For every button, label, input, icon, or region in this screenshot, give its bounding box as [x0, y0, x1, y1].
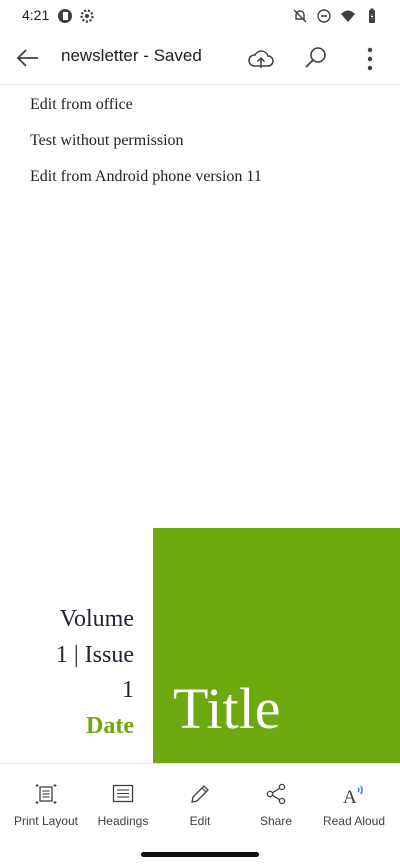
title-banner: Title [153, 528, 400, 763]
volume-label: Volume [59, 606, 134, 632]
notifications-off-icon [293, 9, 307, 23]
document-title: newsletter - Saved [61, 46, 202, 65]
read-aloud-button[interactable]: A Read Aloud [314, 764, 394, 842]
share-icon [266, 783, 286, 805]
date-label: Date [86, 713, 134, 739]
more-options-icon[interactable] [358, 44, 382, 74]
document-text-line: Edit from office [30, 96, 133, 113]
share-button[interactable]: Share [236, 764, 316, 842]
app-notification-icon [58, 9, 72, 23]
wifi-icon [341, 10, 355, 22]
read-aloud-icon: A [343, 785, 363, 806]
back-arrow-icon[interactable] [12, 42, 44, 74]
battery-icon [369, 8, 375, 23]
app-bar: newsletter - Saved [0, 32, 400, 85]
status-bar: 4:21 [0, 0, 400, 32]
svg-text:A: A [343, 787, 357, 806]
edit-button[interactable]: Edit [160, 764, 240, 842]
document-text-line: Edit from Android phone version 11 [30, 168, 262, 185]
headings-button[interactable]: Headings [83, 764, 163, 842]
headings-label: Headings [97, 814, 149, 828]
document-canvas[interactable]: Edit from office Test without permission… [0, 85, 400, 763]
search-icon[interactable] [302, 44, 330, 72]
share-label: Share [259, 814, 293, 828]
print-layout-icon [35, 784, 57, 804]
settings-gear-icon [80, 9, 94, 23]
issue-number: 1 [122, 677, 134, 703]
status-time: 4:21 [22, 7, 50, 23]
do-not-disturb-icon [317, 9, 331, 23]
print-layout-label: Print Layout [13, 814, 79, 828]
newsletter-title: Title [173, 676, 281, 741]
gesture-navigation-bar[interactable] [141, 852, 259, 857]
read-aloud-label: Read Aloud [322, 814, 386, 828]
print-layout-button[interactable]: Print Layout [6, 764, 86, 842]
cloud-upload-icon[interactable] [246, 44, 276, 74]
document-text-line: Test without permission [30, 132, 184, 149]
pencil-icon [191, 785, 209, 803]
bottom-toolbar: Print Layout Headings Edit Share A [0, 763, 400, 842]
issue-label: 1 | Issue [55, 642, 134, 668]
headings-icon [112, 784, 134, 803]
edit-label: Edit [189, 814, 211, 828]
